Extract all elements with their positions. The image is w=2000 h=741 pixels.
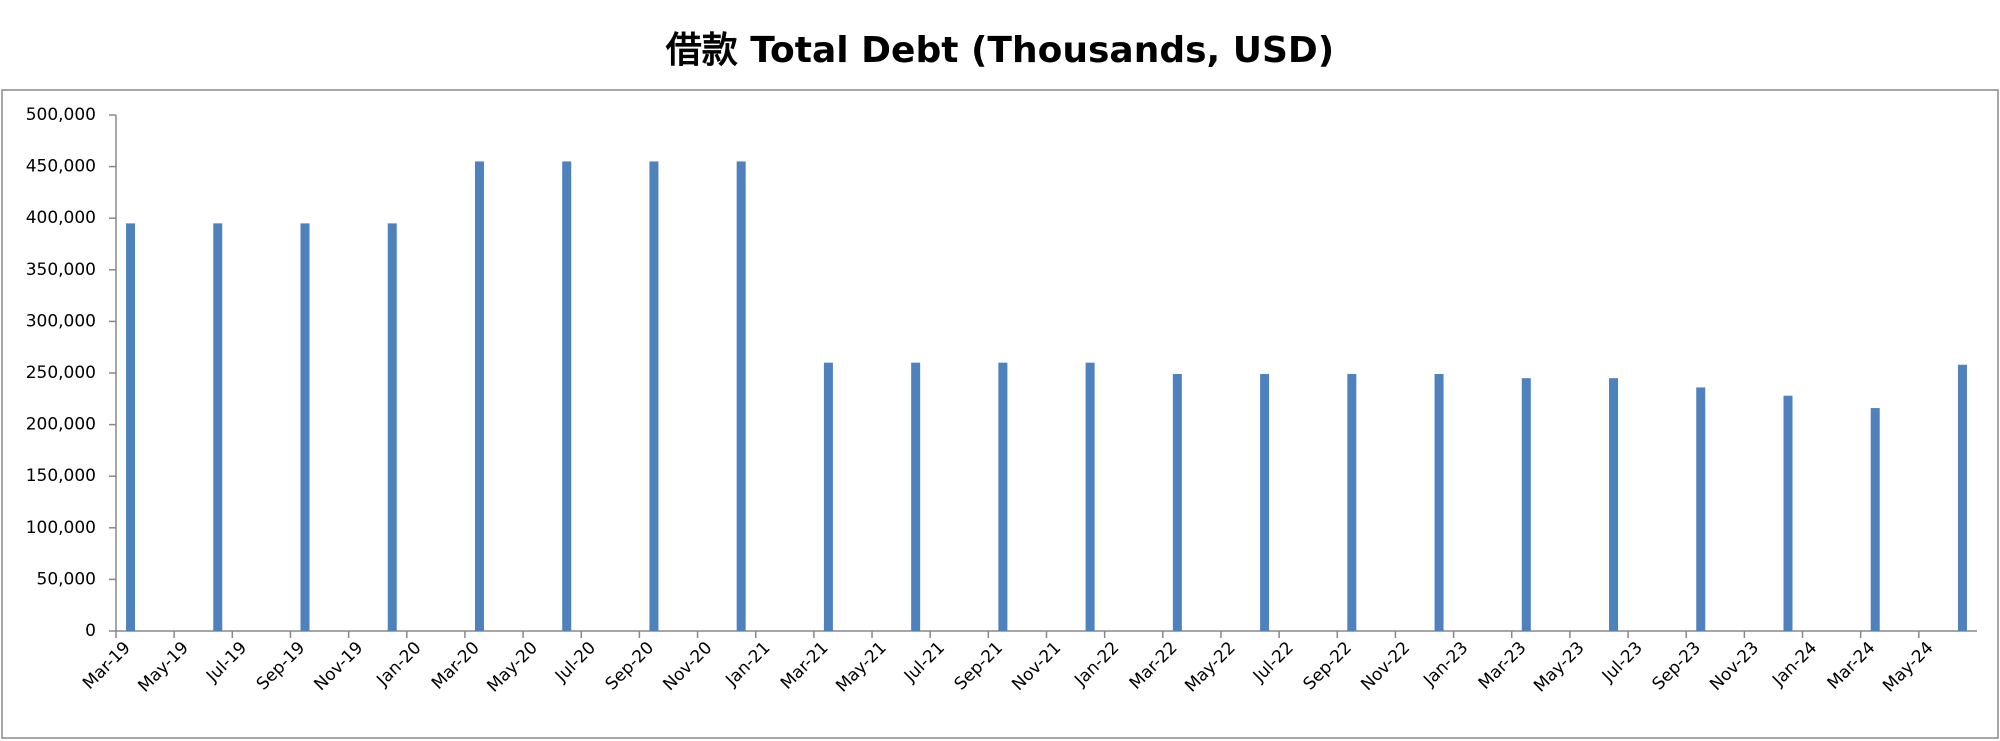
y-tick-label: 100,000 — [26, 518, 96, 538]
bar — [1870, 408, 1880, 631]
bar — [998, 362, 1008, 631]
y-tick-label: 350,000 — [26, 260, 96, 280]
chart-title: 借款 Total Debt (Thousands, USD) — [665, 30, 1334, 71]
bar — [1957, 364, 1967, 631]
y-tick-label: 0 — [85, 621, 96, 641]
y-tick-label: 300,000 — [26, 311, 96, 331]
y-tick-label: 200,000 — [26, 415, 96, 435]
bar — [1521, 378, 1531, 631]
bar — [1609, 378, 1619, 631]
bar — [911, 362, 921, 631]
bar — [213, 223, 223, 632]
y-tick-label: 500,000 — [26, 105, 96, 125]
bar — [562, 161, 572, 631]
y-tick-label: 450,000 — [26, 157, 96, 177]
bar — [1696, 387, 1706, 631]
y-tick-label: 150,000 — [26, 466, 96, 486]
bar — [823, 362, 833, 631]
bar — [1085, 362, 1095, 631]
bar — [1434, 374, 1444, 631]
bar — [1347, 374, 1357, 631]
bar — [1783, 395, 1793, 631]
bar — [649, 161, 659, 631]
bar — [126, 223, 136, 632]
bar — [474, 161, 484, 631]
y-tick-label: 400,000 — [26, 208, 96, 228]
bar — [387, 223, 397, 632]
bar — [300, 223, 310, 632]
bar — [1172, 374, 1182, 631]
bar — [736, 161, 746, 631]
y-tick-label: 250,000 — [26, 363, 96, 383]
bar — [1260, 374, 1270, 631]
y-tick-label: 50,000 — [37, 569, 96, 589]
